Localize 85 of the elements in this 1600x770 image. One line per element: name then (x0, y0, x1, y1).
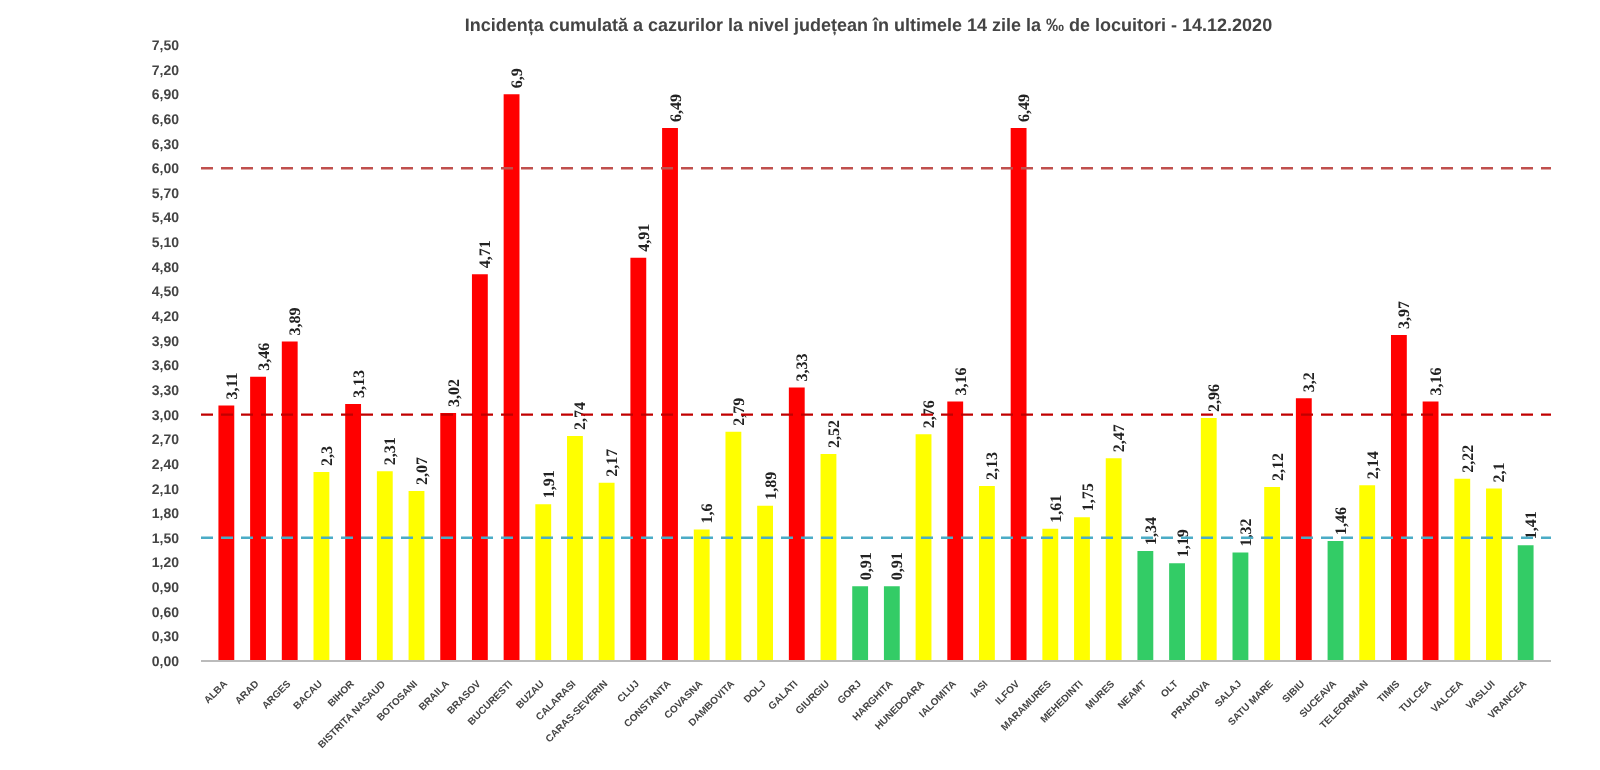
data-label: 3,46 (254, 342, 273, 371)
data-label: 1,61 (1046, 494, 1065, 523)
data-label: 1,19 (1173, 529, 1192, 558)
bar (503, 94, 520, 661)
data-label: 3,11 (222, 372, 241, 400)
bar (725, 431, 742, 661)
data-label: 4,91 (634, 223, 653, 252)
bar (376, 471, 393, 661)
data-label: 2,74 (571, 401, 590, 430)
data-label: 2,52 (825, 420, 843, 449)
data-label: 2,17 (603, 448, 622, 477)
bar (535, 504, 552, 661)
bar (1264, 486, 1281, 661)
data-label: 2,1 (1490, 462, 1509, 483)
bar (1137, 550, 1154, 661)
bar (250, 376, 266, 661)
data-label: 6,9 (508, 68, 527, 89)
bar (1359, 485, 1376, 661)
data-label: 3,16 (951, 367, 970, 396)
bar (1042, 528, 1059, 661)
bar (471, 274, 488, 661)
bar (1200, 417, 1217, 661)
bar (440, 412, 457, 661)
data-label: 1,46 (1332, 507, 1351, 536)
bar (1422, 401, 1439, 661)
bar (757, 505, 774, 661)
bar (852, 586, 869, 661)
data-label: 0,91 (856, 552, 875, 581)
data-label: 2,76 (920, 400, 939, 429)
bar (313, 472, 330, 661)
data-label: 2,12 (1268, 452, 1287, 481)
data-label: 4,71 (476, 240, 495, 269)
bar (820, 454, 837, 661)
data-label: 2,14 (1363, 451, 1382, 480)
data-label: 1,89 (761, 471, 780, 500)
data-label: 1,75 (1078, 483, 1097, 512)
bar (788, 387, 805, 661)
data-label: 1,91 (539, 470, 558, 499)
bar (1454, 478, 1471, 661)
bar (1232, 552, 1249, 661)
data-label: 2,47 (1110, 424, 1129, 453)
bar (693, 529, 710, 661)
bar (567, 435, 583, 661)
data-label: 2,96 (1205, 383, 1224, 412)
data-label: 1,34 (1141, 516, 1160, 545)
data-label: 6,49 (666, 93, 685, 122)
bar (978, 486, 995, 661)
bar (1105, 458, 1122, 661)
data-label: 3,13 (349, 369, 368, 398)
data-label: 1,32 (1236, 518, 1255, 547)
bar (1169, 563, 1185, 661)
bar (281, 341, 298, 661)
bar (1327, 541, 1344, 661)
data-label: 3,02 (444, 378, 463, 407)
bar (1295, 398, 1312, 661)
data-label: 2,13 (983, 452, 1002, 481)
chart-title: Incidența cumulată a cazurilor la nivel județean în ultimele 14 zile la ‰ de locuitori - 14.12.2020 (464, 15, 1273, 37)
data-label: 2,07 (413, 456, 432, 485)
bar (598, 482, 615, 661)
bar (218, 405, 235, 661)
data-label: 2,22 (1458, 444, 1477, 473)
bar (1074, 517, 1090, 661)
data-label: 3,89 (286, 307, 305, 336)
data-label: 6,49 (1015, 93, 1034, 122)
bar (1486, 488, 1502, 661)
data-label: 2,3 (317, 446, 336, 467)
bar (345, 403, 362, 661)
bar (408, 490, 425, 661)
data-label: 3,97 (1395, 300, 1414, 329)
bar (883, 586, 900, 661)
data-label: 2,31 (381, 437, 400, 466)
data-label: 2,79 (729, 397, 748, 426)
data-label: 3,16 (1427, 367, 1446, 396)
bar (915, 434, 932, 661)
bar (630, 257, 647, 661)
bar (1517, 545, 1534, 661)
bar (662, 127, 678, 661)
bar (1010, 127, 1027, 661)
data-label: 3,33 (793, 353, 812, 382)
bar (947, 401, 964, 661)
data-label: 1,41 (1522, 511, 1541, 540)
bar (1390, 334, 1407, 661)
data-label: 1,6 (698, 503, 717, 524)
data-label: 0,91 (888, 552, 907, 581)
data-label: 3,2 (1300, 372, 1319, 393)
